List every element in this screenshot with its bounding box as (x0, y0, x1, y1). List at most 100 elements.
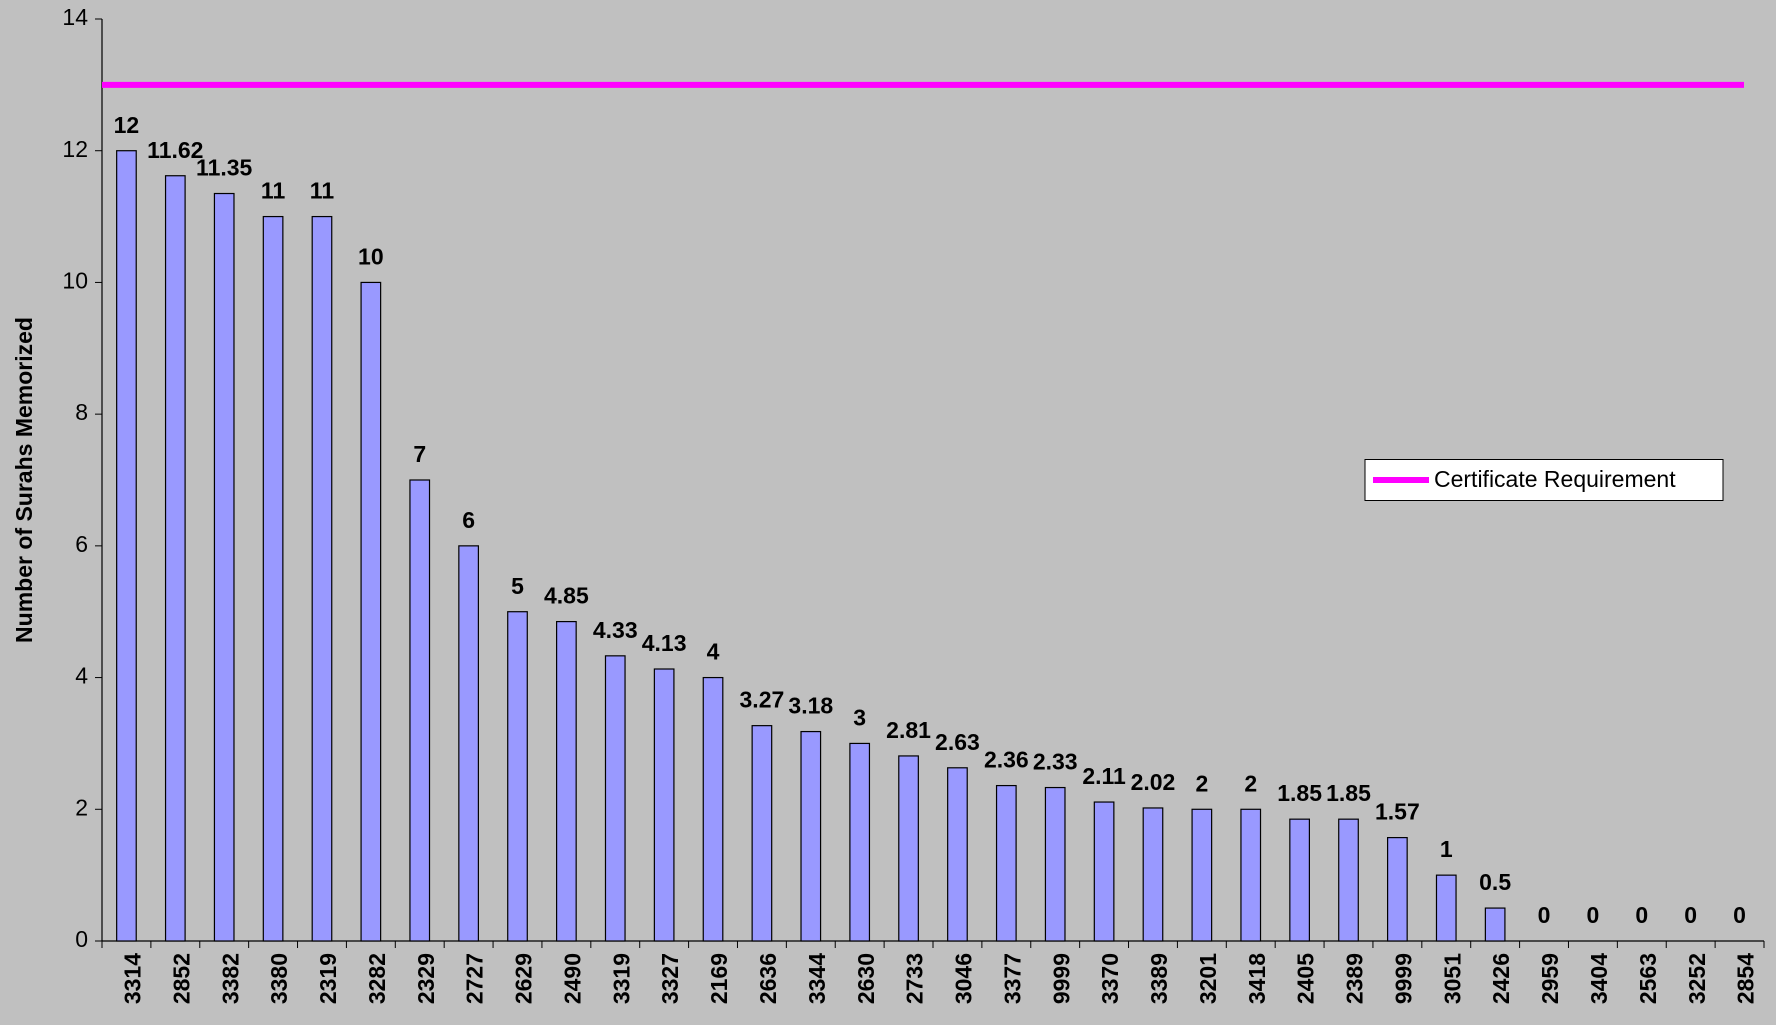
bar (164, 175, 186, 942)
bar (751, 725, 773, 942)
y-axis-label: Number of Surahs Memorized (11, 317, 37, 643)
bar (213, 192, 235, 942)
data-label: 1.85 (1277, 780, 1322, 806)
bar (1093, 801, 1115, 942)
bar (507, 611, 528, 942)
x-tick-label: 2405 (1293, 953, 1319, 1004)
data-label: 11.62 (147, 137, 203, 163)
data-label: 0 (1587, 902, 1600, 928)
bar (1142, 807, 1164, 942)
bar (1289, 818, 1310, 942)
bar (1191, 808, 1213, 942)
x-tick-label: 3282 (364, 953, 390, 1004)
data-label: 4.33 (593, 617, 638, 643)
x-tick-label: 3380 (266, 953, 292, 1004)
bar (800, 730, 822, 942)
x-tick-label: 2169 (706, 953, 732, 1004)
y-tick-label: 4 (75, 663, 88, 689)
bar (116, 150, 137, 942)
x-tick-label: 3344 (804, 953, 830, 1004)
x-tick-label: 2490 (559, 953, 585, 1004)
data-label: 6 (462, 507, 475, 533)
x-tick-label: 2852 (168, 953, 194, 1004)
data-label: 3.27 (740, 687, 785, 713)
y-tick-label: 0 (75, 926, 88, 952)
x-tick-label: 2426 (1488, 953, 1514, 1004)
data-label: 7 (413, 441, 426, 467)
bar (360, 281, 382, 942)
data-label: 10 (358, 244, 384, 270)
x-tick-label: 2854 (1733, 953, 1759, 1004)
data-label: 0 (1635, 902, 1648, 928)
data-label: 2.02 (1131, 769, 1176, 795)
bar (1338, 818, 1359, 942)
x-tick-label: 2959 (1537, 953, 1563, 1004)
bar (898, 755, 919, 942)
x-tick-label: 2630 (853, 953, 879, 1004)
x-tick-label: 3252 (1684, 953, 1710, 1004)
x-tick-label: 2636 (755, 953, 781, 1004)
x-tick-label: 3404 (1586, 953, 1612, 1004)
x-tick-label: 3389 (1146, 953, 1172, 1004)
x-tick-label: 3046 (951, 953, 977, 1004)
x-tick-label: 2733 (902, 953, 928, 1004)
data-label: 12 (114, 112, 140, 138)
bar (409, 479, 431, 942)
bar (995, 784, 1017, 942)
data-label: 1 (1440, 836, 1453, 862)
legend-label: Certificate Requirement (1434, 466, 1676, 492)
x-tick-label: 3327 (657, 953, 683, 1004)
x-tick-label: 2727 (462, 953, 488, 1004)
bar (1387, 837, 1408, 942)
bar (1435, 874, 1457, 942)
data-label: 11 (261, 178, 286, 204)
bar (849, 742, 871, 942)
y-tick-label: 6 (75, 531, 88, 557)
bar (947, 767, 968, 942)
bar (1044, 786, 1066, 942)
x-tick-label: 3201 (1195, 953, 1221, 1004)
x-tick-label: 3377 (999, 953, 1025, 1004)
data-label: 2.63 (935, 729, 980, 755)
data-label: 3.18 (788, 693, 833, 719)
data-label: 2 (1244, 770, 1257, 796)
bar (604, 655, 626, 942)
data-label: 1.85 (1326, 780, 1371, 806)
data-label: 2.11 (1082, 763, 1126, 789)
data-label: 4.85 (544, 583, 589, 609)
x-tick-label: 2319 (315, 953, 341, 1004)
data-label: 2.33 (1033, 749, 1078, 775)
y-tick-label: 2 (75, 794, 88, 820)
bar (1240, 808, 1262, 942)
bar (458, 545, 479, 942)
data-label: 1.57 (1375, 799, 1420, 825)
data-label: 11 (310, 178, 335, 204)
data-label: 2 (1195, 770, 1208, 796)
x-tick-label: 3319 (608, 953, 634, 1004)
bar (262, 215, 284, 942)
y-tick-label: 8 (75, 399, 88, 425)
bar (1484, 907, 1506, 942)
data-label: 0 (1538, 902, 1551, 928)
data-label: 4.13 (642, 630, 687, 656)
x-tick-label: 3370 (1097, 953, 1123, 1004)
x-tick-label: 3418 (1244, 953, 1270, 1004)
y-tick-label: 10 (62, 268, 88, 294)
data-label: 2.36 (984, 747, 1029, 773)
x-tick-label: 3314 (120, 953, 146, 1004)
data-label: 3 (853, 705, 866, 731)
data-label: 4 (707, 639, 720, 665)
data-label: 11.35 (196, 155, 252, 181)
data-label: 0 (1684, 902, 1697, 928)
x-tick-label: 9999 (1048, 953, 1074, 1004)
data-label: 5 (511, 573, 524, 599)
x-tick-label: 2329 (413, 953, 439, 1004)
bar (311, 215, 333, 942)
data-label: 2.81 (886, 717, 931, 743)
bar (556, 620, 577, 942)
x-tick-label: 2563 (1635, 953, 1661, 1004)
bar (653, 668, 675, 942)
x-tick-label: 2389 (1342, 953, 1368, 1004)
x-tick-label: 3382 (217, 953, 243, 1004)
